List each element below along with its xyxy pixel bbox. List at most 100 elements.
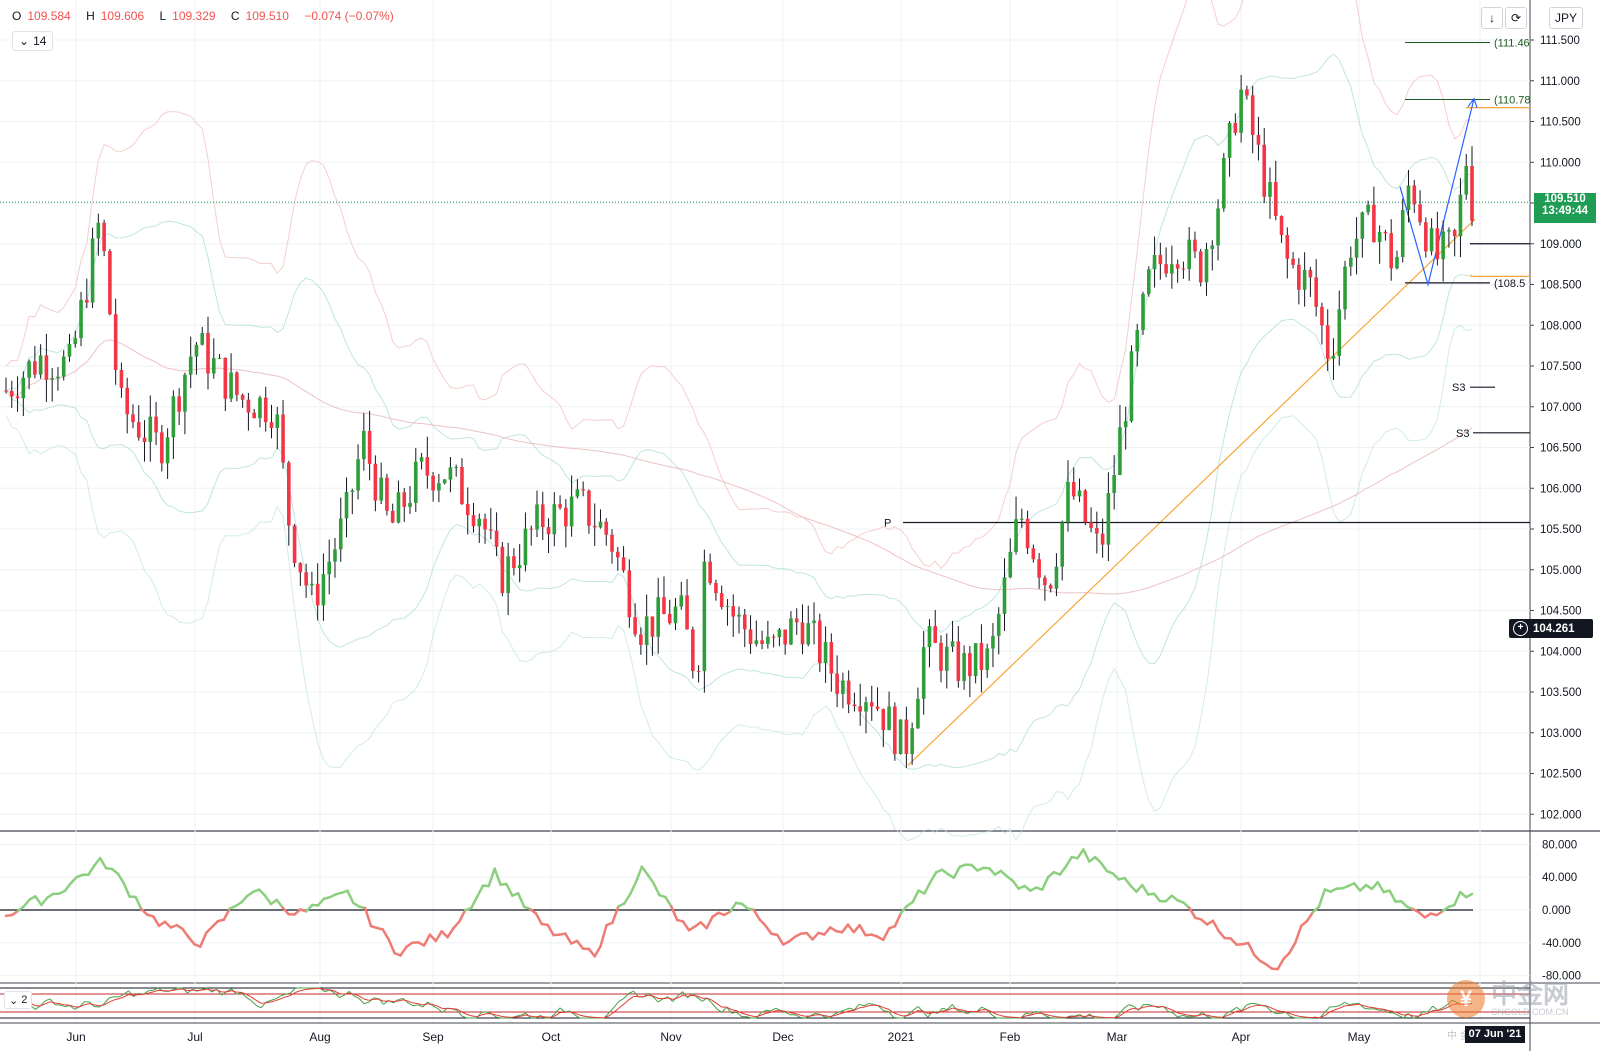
candle-body <box>1176 264 1180 268</box>
level-label: S3 <box>1452 382 1465 394</box>
x-tick-label: 2021 <box>888 1030 915 1044</box>
candle-body <box>812 621 816 623</box>
candle-body <box>264 398 268 422</box>
candle-body <box>674 606 678 623</box>
candle-body <box>703 562 707 672</box>
last-price-tag: 109.510 13:49:44 <box>1534 193 1596 223</box>
stochastic-d <box>1006 1017 1011 1018</box>
candle-body <box>143 438 147 442</box>
candle-body <box>541 504 545 527</box>
candle-body <box>339 518 343 549</box>
candle-body <box>916 699 920 728</box>
candle-body <box>887 707 891 731</box>
candle-body <box>1332 356 1336 359</box>
candle-body <box>1066 482 1070 522</box>
candle-body <box>974 643 978 676</box>
candle-body <box>1251 95 1255 135</box>
candle-body <box>1384 232 1388 233</box>
candle-body <box>968 653 972 676</box>
candle-body <box>1464 166 1468 195</box>
indicator-toggle-button[interactable]: ⌄ 14 <box>12 31 53 51</box>
candle-body <box>437 483 441 490</box>
candle-body <box>1032 548 1036 559</box>
candle-body <box>1424 222 1428 251</box>
plus-icon[interactable]: + <box>1513 621 1528 636</box>
candle-body <box>1326 325 1330 358</box>
candle-body <box>402 492 406 507</box>
candle-body <box>10 391 14 397</box>
candle-body <box>56 377 60 378</box>
candle-body <box>1107 493 1111 545</box>
candle-body <box>333 549 337 561</box>
refresh-button[interactable]: ⟳ <box>1505 7 1527 29</box>
candle-body <box>1153 255 1157 269</box>
stochastic-toggle-button[interactable]: ⌄ 2 <box>4 991 32 1009</box>
candle-body <box>622 557 626 570</box>
candle-body <box>1089 522 1093 528</box>
candle-body <box>85 300 89 303</box>
candle-body <box>876 707 880 709</box>
currency-button[interactable]: JPY <box>1549 7 1583 29</box>
candle-body <box>189 357 193 375</box>
candle-body <box>789 618 793 644</box>
candle-body <box>495 531 499 547</box>
candle-body <box>1020 519 1024 520</box>
candle-body <box>899 720 903 755</box>
candle-body <box>1026 519 1030 548</box>
candle-body <box>1378 232 1382 242</box>
candle-body <box>33 361 37 374</box>
candle-body <box>628 570 632 617</box>
candle-body <box>1205 249 1209 282</box>
y-tick-label: 0.000 <box>1542 905 1571 917</box>
candle-body <box>1008 552 1012 577</box>
candle-body <box>858 706 862 711</box>
countdown: 13:49:44 <box>1534 205 1596 217</box>
stochastic-d <box>1094 1017 1099 1018</box>
candle-body <box>933 626 937 643</box>
stochastic-d <box>501 1016 506 1017</box>
arrow-down-button[interactable]: ↓ <box>1481 7 1503 29</box>
candle-body <box>957 641 961 681</box>
watermark-site: CNGOLD.COM.CN <box>1491 1007 1569 1017</box>
candle-body <box>160 432 164 463</box>
candle-body <box>772 637 776 638</box>
candle-body <box>472 515 476 526</box>
candle-body <box>102 223 106 251</box>
candle-body <box>616 552 620 558</box>
level-label: S3 <box>1456 428 1469 440</box>
candle-body <box>1060 522 1064 566</box>
candle-body <box>200 333 204 345</box>
candle-body <box>922 647 926 699</box>
candle-body <box>853 705 857 707</box>
chevron-down-icon: ⌄ <box>9 994 18 1007</box>
x-tick-label: Mar <box>1107 1030 1128 1044</box>
candle-body <box>114 314 118 370</box>
candle-body <box>1130 351 1134 421</box>
candle-body <box>1361 212 1365 238</box>
stochastic-d <box>339 994 344 995</box>
y-tick-label: 103.000 <box>1540 728 1582 740</box>
candle-body <box>512 556 516 568</box>
candle-body <box>293 526 297 563</box>
crosshair-price-tag[interactable]: + 104.261 <box>1509 619 1593 638</box>
candle-body <box>1470 166 1474 221</box>
candle-body <box>801 622 805 644</box>
candle-body <box>172 396 176 437</box>
candle-body <box>1049 585 1053 589</box>
candle-body <box>408 503 412 507</box>
candle-body <box>662 597 666 614</box>
chevron-down-icon: ⌄ <box>19 34 29 48</box>
candle-body <box>1459 195 1463 237</box>
y-tick-label: 104.500 <box>1540 606 1582 618</box>
y-tick-label: 105.500 <box>1540 524 1582 536</box>
candle-body <box>570 497 574 527</box>
candle-body <box>1349 258 1353 267</box>
candle-body <box>327 562 331 574</box>
candle-body <box>1355 239 1359 258</box>
candle-body <box>656 597 660 636</box>
